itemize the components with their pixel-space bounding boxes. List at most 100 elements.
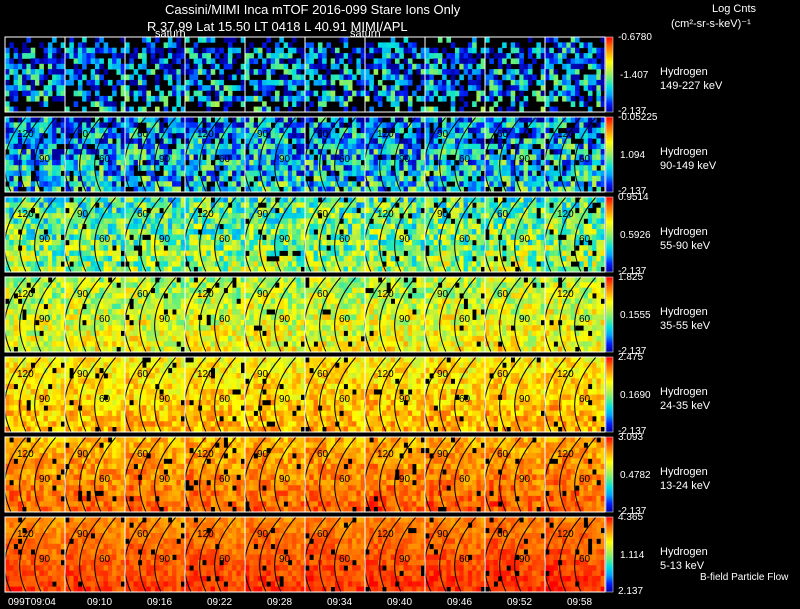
heatmap-cell [326, 69, 331, 75]
heatmap-cell [331, 75, 336, 81]
heatmap-cell [151, 53, 156, 59]
heatmap-cell [134, 48, 139, 54]
heatmap-cell [279, 176, 284, 182]
colorbar [606, 37, 613, 112]
heatmap-cell [219, 245, 224, 251]
heatmap-cell [9, 171, 14, 177]
heatmap-cell [596, 122, 601, 128]
heatmap-cell [189, 224, 194, 230]
heatmap-cell [592, 267, 597, 273]
heatmap-cell [236, 144, 241, 150]
heatmap-cell [545, 69, 550, 75]
heatmap-cell [575, 213, 580, 219]
heatmap-cell [5, 85, 10, 91]
heatmap-cell [416, 187, 421, 193]
heatmap-cell [168, 251, 173, 257]
heatmap-cell [339, 202, 344, 208]
heatmap-cell [562, 42, 567, 48]
heatmap-cell [14, 107, 19, 113]
heatmap-cell [318, 122, 323, 128]
heatmap-cell [532, 240, 537, 246]
heatmap-cell [596, 48, 601, 54]
heatmap-cell [536, 128, 541, 134]
heatmap-cell [249, 96, 254, 102]
heatmap-cell [472, 176, 477, 182]
heatmap-cell [86, 91, 91, 97]
heatmap-cell [326, 176, 331, 182]
heatmap-cell [211, 48, 216, 54]
heatmap-cell [116, 218, 121, 224]
heatmap-cell [69, 144, 74, 150]
heatmap-cell [146, 197, 151, 203]
heatmap-cell [549, 224, 554, 230]
heatmap-cell [545, 202, 550, 208]
heatmap-cell [446, 245, 451, 251]
heatmap-cell [326, 187, 331, 193]
heatmap-cell [506, 165, 511, 171]
heatmap-cell [494, 245, 499, 251]
heatmap-cell [69, 202, 74, 208]
heatmap-cell [446, 53, 451, 59]
heatmap-cell [185, 117, 190, 123]
heatmap-cell [584, 53, 589, 59]
heatmap-cell [112, 149, 117, 155]
heatmap-cell [219, 128, 224, 134]
heatmap-cell [271, 213, 276, 219]
heatmap-cell [519, 202, 524, 208]
heatmap-cell [545, 240, 550, 246]
heatmap-cell [305, 208, 310, 214]
heatmap-cell [318, 187, 323, 193]
heatmap-cell [65, 80, 70, 86]
heatmap-cell [566, 176, 571, 182]
heatmap-cell [249, 117, 254, 123]
heatmap-cell [211, 101, 216, 107]
heatmap-cell [296, 235, 301, 241]
heatmap-cell [134, 229, 139, 235]
heatmap-cell [532, 149, 537, 155]
heatmap-cell [86, 224, 91, 230]
heatmap-cell [116, 176, 121, 182]
heatmap-cell [322, 48, 327, 54]
heatmap-cell [202, 160, 207, 166]
heatmap-cell [168, 75, 173, 81]
heatmap-cell [554, 96, 559, 102]
heatmap-cell [202, 202, 207, 208]
heatmap-cell [56, 160, 61, 166]
heatmap-cell [545, 197, 550, 203]
heatmap-cell [386, 149, 391, 155]
heatmap-cell [236, 218, 241, 224]
heatmap-cell [536, 187, 541, 193]
heatmap-cell [339, 96, 344, 102]
heatmap-cell [429, 160, 434, 166]
heatmap-cell [258, 267, 263, 273]
heatmap-cell [571, 75, 576, 81]
heatmap-cell [416, 240, 421, 246]
heatmap-cell [112, 85, 117, 91]
heatmap-cell [82, 75, 87, 81]
heatmap-cell [575, 48, 580, 54]
heatmap-cell [309, 181, 314, 187]
heatmap-cell [554, 117, 559, 123]
heatmap-cell [506, 171, 511, 177]
heatmap-cell [74, 261, 79, 267]
heatmap-cell [185, 245, 190, 251]
heatmap-cell [476, 251, 481, 257]
heatmap-cell [271, 181, 276, 187]
heatmap-cell [185, 208, 190, 214]
heatmap-cell [425, 208, 430, 214]
heatmap-cell [391, 181, 396, 187]
heatmap-cell [446, 122, 451, 128]
contour-label: 90 [159, 234, 171, 245]
heatmap-cell [455, 48, 460, 54]
heatmap-cell [78, 122, 83, 128]
contour-label: 60 [459, 234, 471, 245]
heatmap-grid: 1209090606090120609090606012090906060901… [0, 0, 800, 609]
heatmap-cell [412, 53, 417, 59]
heatmap-cell [275, 133, 280, 139]
heatmap-cell [104, 267, 109, 273]
heatmap-cell [549, 240, 554, 246]
heatmap-cell [386, 202, 391, 208]
heatmap-cell [86, 251, 91, 257]
heatmap-cell [494, 80, 499, 86]
heatmap-cell [309, 75, 314, 81]
